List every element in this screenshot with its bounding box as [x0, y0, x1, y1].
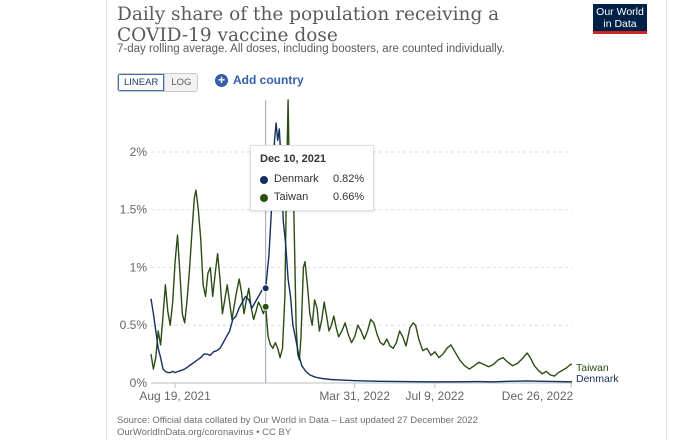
add-country-label: Add country: [233, 73, 304, 87]
tooltip-name: Denmark: [274, 173, 319, 185]
y-tick-label: 0%: [130, 376, 148, 390]
series-label-taiwan: Taiwan: [576, 362, 609, 374]
chart-subtitle: 7-day rolling average. All doses, includ…: [117, 43, 505, 55]
scale-toggle: LINEAR LOG: [117, 73, 199, 92]
y-tick-label: 1%: [130, 260, 148, 274]
source-note: Source: Official data collated by Our Wo…: [117, 415, 478, 426]
tooltip-dot-denmark: [260, 176, 268, 184]
tooltip-value: 0.66%: [333, 191, 365, 203]
linear-scale-button[interactable]: LINEAR: [118, 74, 166, 91]
x-tick-label: Dec 26, 2022: [502, 389, 574, 403]
logo-line-1: Our World: [596, 6, 644, 18]
x-tick-label: Mar 31, 2022: [319, 389, 390, 403]
y-tick-label: 0.5%: [120, 318, 148, 332]
chart-title: Daily share of the population receiving …: [117, 4, 500, 46]
log-scale-button[interactable]: LOG: [165, 74, 198, 91]
y-tick-label: 1.5%: [120, 203, 148, 217]
tooltip-value: 0.82%: [333, 173, 365, 185]
tooltip-row-taiwan: Taiwan 0.66%: [260, 191, 370, 206]
logo-line-2: in Data: [603, 18, 637, 30]
tooltip-dot-taiwan: [260, 194, 268, 202]
chart-card: [106, 0, 667, 440]
plus-circle-icon: +: [215, 73, 228, 87]
series-line-taiwan: [150, 99, 572, 377]
x-tick-label: Aug 19, 2021: [139, 389, 211, 403]
y-tick-label: 2%: [130, 145, 148, 159]
tooltip-date: Dec 10, 2021: [260, 153, 327, 165]
owid-logo[interactable]: Our World in Data: [593, 4, 647, 34]
tooltip-name: Taiwan: [274, 191, 309, 203]
hover-marker-denmark: [261, 284, 270, 293]
series-line-denmark: [150, 122, 573, 383]
hover-marker-taiwan: [261, 302, 270, 311]
hover-tooltip: Dec 10, 2021 Denmark 0.82% Taiwan 0.66%: [250, 145, 374, 211]
x-tick-label: Jul 9, 2022: [406, 389, 465, 403]
source-url[interactable]: OurWorldInData.org/coronavirus • CC BY: [117, 427, 292, 438]
tooltip-row-denmark: Denmark 0.82%: [260, 173, 370, 188]
add-country-button[interactable]: + Add country: [215, 73, 304, 87]
series-label-denmark: Denmark: [576, 373, 619, 385]
